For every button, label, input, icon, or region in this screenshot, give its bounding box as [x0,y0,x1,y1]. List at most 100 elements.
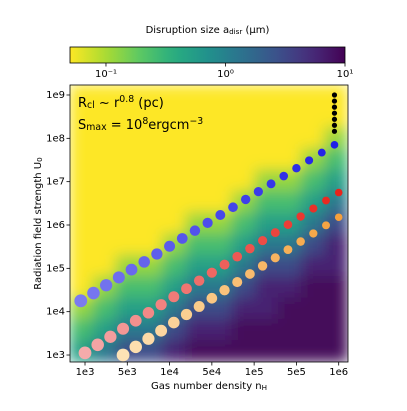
heatmap-cell [278,254,303,278]
colorbar-tick-label: 10⁰ [217,69,234,80]
y-tick-label: 1e6 [46,220,65,231]
heatmap-cell [185,127,210,150]
heatmap-cell [208,105,233,129]
heatmap-cell [278,105,303,129]
heatmap-cell [254,276,279,299]
heatmap-cell [92,233,117,256]
scatter-point [253,187,263,197]
x-tick-label: 1e3 [76,367,95,378]
heatmap-cell [231,318,256,342]
colorbar [69,46,346,64]
heatmap-cell [324,340,348,362]
heatmap [70,85,348,362]
heatmap-cell [162,297,187,320]
heatmap-cell [115,191,140,214]
heatmap-cell [92,85,117,107]
scatter-point [87,286,100,300]
heatmap-cell [208,127,233,150]
heatmap-cell [324,148,348,171]
heatmap-cell [92,127,117,150]
scatter-point [219,285,230,296]
scatter-point [334,188,343,197]
scatter-layer [74,92,343,362]
heatmap-cell [324,276,348,299]
heatmap-cell [162,191,187,214]
scatter-point [232,251,243,262]
heatmap-cell [70,191,94,214]
scatter-point [331,110,338,116]
text-part: ~ r [95,96,120,111]
heatmap-cell [115,105,140,129]
scatter-point [296,237,305,246]
heatmap-cell [301,169,326,193]
scatter-point [215,210,226,220]
scatter-point [151,248,163,260]
heatmap-cell [115,212,140,235]
annotation: Smax = 108ergcm−3 [78,116,203,133]
scatter-point [78,346,92,360]
scatter-point [317,148,326,157]
text-part: ergcm [148,118,189,133]
heatmap-cell [185,318,210,342]
heatmap-cell [185,148,210,171]
scatter-point [176,233,188,244]
heatmap-cell [254,340,279,362]
heatmap-cell [115,127,140,150]
heatmap-cell [254,297,279,320]
annotation: Rcl ~ r0.8 (pc) [78,94,164,111]
scatter-point [168,291,180,303]
scatter-point [270,253,280,263]
y-tick-label: 1e8 [46,133,65,144]
scatter-point [240,194,251,205]
text-part: Disruption size a [146,25,230,36]
colorbar-tick-label: 10⁻¹ [95,69,117,80]
x-tick-label: 5e3 [118,367,137,378]
heatmap-cell [324,318,348,342]
heatmap-cell [139,105,164,129]
heatmap-cell [162,127,187,150]
scatter-point [193,275,205,286]
heatmap-cell [92,169,117,193]
x-axis-label: Gas number density nH [151,381,267,392]
heatmap-cell [185,340,210,362]
x-tick-label: 1e6 [329,367,348,378]
scatter-point [331,92,338,98]
heatmap-cell [231,169,256,193]
heatmap-cell [301,297,326,320]
heatmap-cell [278,340,303,362]
scatter-point [117,322,130,335]
heatmap-cell [231,127,256,150]
scatter-point [164,240,176,252]
scatter-point [155,299,167,311]
heatmap-cell [301,105,326,129]
scatter-point [257,261,268,271]
heatmap-cell [139,340,164,362]
heatmap-cell [162,254,187,278]
scatter-point [279,171,289,181]
heatmap-cell [162,169,187,193]
heatmap-cell [231,340,256,362]
scatter-point [292,164,301,173]
scatter-point [228,202,238,213]
scatter-point [331,116,338,122]
heatmap-cell [301,191,326,214]
scatter-point [266,179,276,189]
heatmap-cell [278,276,303,299]
scatter-point [309,204,318,213]
text-part: −3 [189,116,203,127]
scatter-point [181,283,192,295]
scatter-point [129,314,142,327]
scatter-point [125,263,138,276]
scatter-point [322,221,330,230]
heatmap-cell [278,191,303,214]
scatter-point [283,220,293,229]
y-tick-label: 1e7 [46,177,65,188]
scatter-point [309,229,318,238]
scatter-point [138,256,150,268]
y-tick-label: 1e5 [46,263,65,274]
heatmap-cell [70,85,94,107]
heatmap-cell [278,127,303,150]
heatmap-cell [115,148,140,171]
text-part: 0.8 [119,94,134,105]
heatmap-cell [324,297,348,320]
